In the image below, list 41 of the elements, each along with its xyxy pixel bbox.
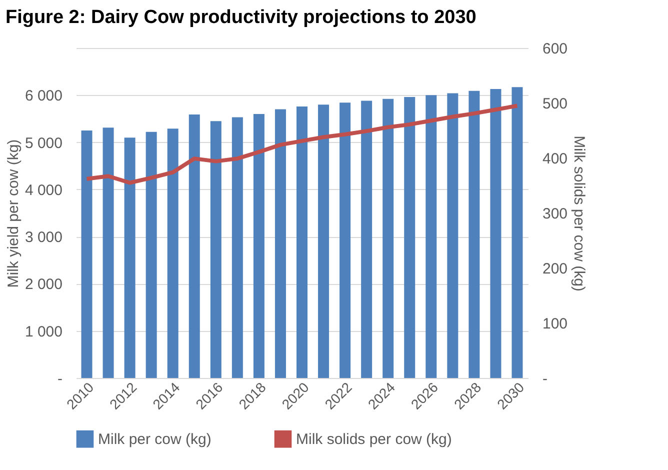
bar xyxy=(232,117,243,378)
bar xyxy=(124,138,136,378)
y2-tick-label: - xyxy=(542,370,548,388)
y2-tick-label: 600 xyxy=(542,40,568,58)
y-tick-label: 4 000 xyxy=(24,182,62,199)
line-series xyxy=(84,104,520,185)
bar xyxy=(468,90,480,378)
bar xyxy=(318,104,330,378)
y-tick-label: 3 000 xyxy=(24,229,62,246)
bar xyxy=(188,114,200,378)
bar xyxy=(340,102,351,378)
bar xyxy=(210,121,222,378)
y2-tick-label: 200 xyxy=(542,260,568,278)
y2-axis-title: Milk solids per cow (kg) xyxy=(570,136,588,292)
y2-tick-label: 100 xyxy=(542,316,568,332)
legend-label: Milk per cow (kg) xyxy=(98,431,212,448)
bar xyxy=(490,89,502,378)
bar xyxy=(512,87,523,378)
y-tick-label: 6 000 xyxy=(24,88,62,105)
bar xyxy=(296,106,308,378)
y2-tick-label: 500 xyxy=(542,96,568,112)
bar xyxy=(274,109,286,378)
bar xyxy=(81,130,92,378)
bar xyxy=(253,114,264,378)
y-tick-label: 2 000 xyxy=(24,276,62,294)
y-tick-label: - xyxy=(58,370,62,388)
bar xyxy=(146,132,157,378)
y2-tick-label: 400 xyxy=(542,150,568,168)
bar xyxy=(447,93,458,378)
bar xyxy=(167,128,178,378)
bar xyxy=(361,100,372,378)
chart-title: Figure 2: Dairy Cow productivity projections to 2030 xyxy=(5,7,476,28)
bar xyxy=(426,95,437,378)
y-axis-title: Milk yield per cow (kg) xyxy=(4,139,22,288)
bar xyxy=(382,98,394,378)
bar xyxy=(102,128,114,378)
y2-tick-label: 300 xyxy=(542,206,568,222)
y-tick-label: 1 000 xyxy=(24,323,62,340)
bar xyxy=(404,97,416,378)
legend-label: Milk solids per cow (kg) xyxy=(296,431,452,448)
y-tick-label: 5 000 xyxy=(24,134,62,152)
